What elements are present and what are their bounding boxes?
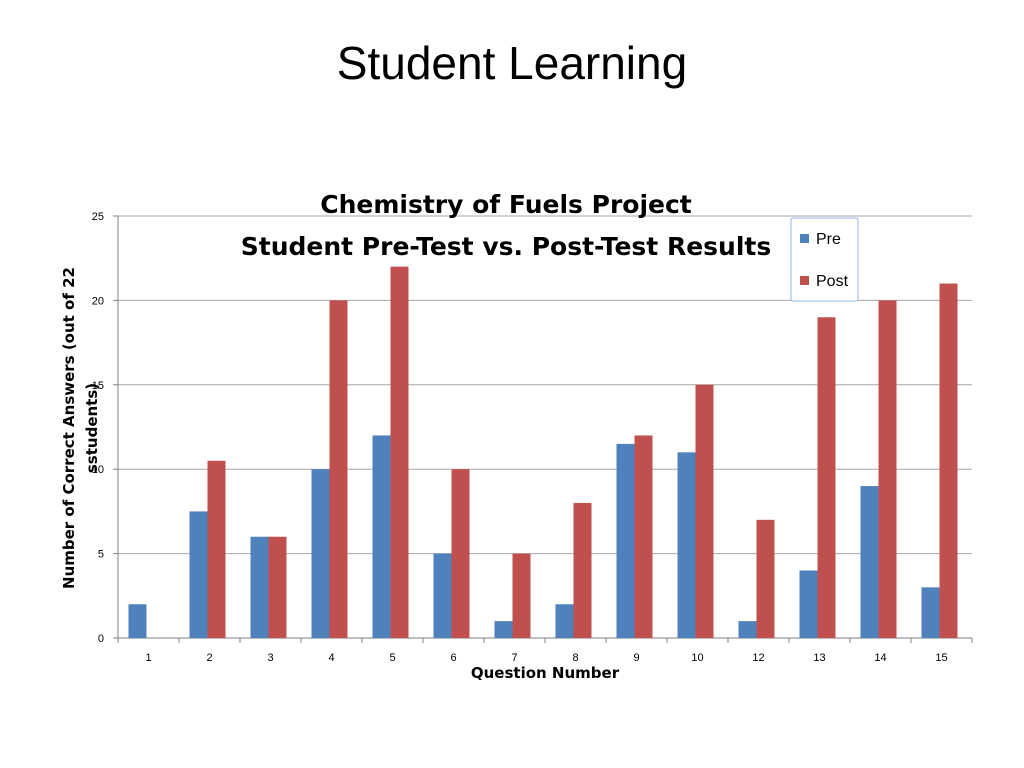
legend-swatch-post: [800, 276, 809, 285]
y-tick-label: 20: [92, 295, 104, 307]
x-tick-label: 4: [328, 652, 334, 664]
bar-post-q15: [939, 283, 958, 638]
bars: [128, 266, 958, 638]
bar-pre-q13: [799, 570, 818, 638]
slide-title: Student Learning: [336, 37, 688, 89]
y-axis-label-line-1: Number of Correct Answers (out of 22: [60, 267, 78, 589]
x-tick-label: 8: [572, 652, 578, 664]
y-tick-label: 5: [98, 549, 104, 561]
bar-pre-q8: [555, 604, 574, 638]
x-tick-label: 14: [874, 652, 886, 664]
bar-post-q5: [390, 266, 409, 638]
bar-pre-q4: [311, 469, 330, 638]
y-axis-label: Number of Correct Answers (out of 22 sst…: [60, 267, 101, 589]
x-tick-label: 12: [752, 652, 764, 664]
x-tick-label: 2: [206, 652, 212, 664]
y-tick-label: 15: [92, 380, 104, 392]
bar-post-q14: [878, 300, 897, 638]
x-tick-label: 1: [145, 652, 151, 664]
bar-post-q6: [451, 469, 470, 638]
x-tick-label: 6: [450, 652, 456, 664]
bar-post-q9: [634, 435, 653, 638]
x-tick-label: 10: [691, 652, 703, 664]
x-tick-label: 13: [813, 652, 825, 664]
x-tick-label: 7: [511, 652, 517, 664]
bar-post-q8: [573, 502, 592, 638]
x-axis-label: Question Number: [471, 664, 620, 682]
x-tick-label: 9: [633, 652, 639, 664]
chart-title-line-1: Chemistry of Fuels Project: [320, 190, 692, 219]
bar-post-q12: [756, 519, 775, 638]
bar-pre-q7: [494, 621, 513, 638]
legend: Pre Post: [790, 217, 859, 302]
bar-pre-q1: [128, 604, 147, 638]
legend-label-post: Post: [816, 273, 849, 290]
legend-swatch-pre: [800, 234, 809, 243]
y-tick-label: 10: [92, 464, 104, 476]
bar-pre-q9: [616, 443, 635, 638]
bar-post-q2: [207, 460, 226, 638]
bar-pre-q15: [921, 587, 940, 638]
x-tick-label: 5: [389, 652, 395, 664]
bar-pre-q2: [189, 511, 208, 638]
x-tick-label: 15: [935, 652, 947, 664]
bar-pre-q10: [677, 452, 696, 638]
bar-pre-q12: [738, 621, 757, 638]
bar-pre-q14: [860, 486, 879, 638]
y-tick-label: 25: [92, 211, 104, 223]
legend-label-pre: Pre: [816, 231, 841, 248]
bar-pre-q6: [433, 553, 452, 638]
bar-post-q10: [695, 384, 714, 638]
bar-post-q13: [817, 317, 836, 638]
y-tick-label: 0: [98, 633, 104, 645]
y-axis-label-line-2: sstudents): [83, 383, 101, 473]
bar-post-q4: [329, 300, 348, 638]
x-tick-label: 3: [267, 652, 273, 664]
bar-post-q3: [268, 536, 287, 638]
chart-title-line-2: Student Pre-Test vs. Post-Test Results: [241, 232, 772, 261]
bar-post-q7: [512, 553, 531, 638]
bar-pre-q5: [372, 435, 391, 638]
bar-pre-q3: [250, 536, 269, 638]
